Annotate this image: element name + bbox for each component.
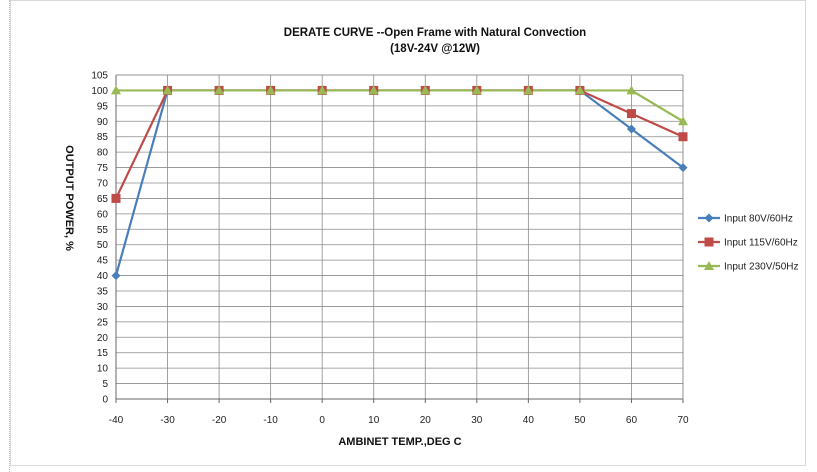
series-2-point xyxy=(523,85,534,95)
y-tick-label: 10 xyxy=(97,364,109,375)
y-tick-label: 100 xyxy=(91,86,108,97)
series-2-point xyxy=(317,85,328,95)
chart-area xyxy=(10,0,806,466)
y-axis-title: OUTPUT POWER, % xyxy=(63,145,75,251)
x-tick-label: 10 xyxy=(368,415,380,426)
y-tick-label: 25 xyxy=(97,317,109,328)
x-tick-label: 50 xyxy=(574,415,586,426)
series-0-point xyxy=(678,163,688,173)
axis-layer: 0 5 10 15 20 25 30 35 40 45 50 55 60 65 70 75 80 85 90 95 10… xyxy=(91,71,689,427)
legend-swatch-marker xyxy=(704,213,714,223)
page-margin-line xyxy=(0,0,10,472)
y-tick-label: 0 xyxy=(102,395,108,406)
legend-label: Input 115V/60Hz xyxy=(724,238,798,249)
series-2-point xyxy=(214,85,225,95)
y-tick-label: 60 xyxy=(97,209,109,220)
series-2-point xyxy=(368,85,379,95)
y-tick-label: 5 xyxy=(102,379,108,390)
y-tick-label: 55 xyxy=(97,225,109,236)
x-tick-label: 60 xyxy=(626,415,638,426)
grid-layer xyxy=(115,74,684,400)
series-1-point xyxy=(111,193,121,203)
y-tick-label: 90 xyxy=(97,117,109,128)
y-tick-label: 50 xyxy=(97,240,109,251)
y-tick-label: 85 xyxy=(97,132,109,143)
y-tick-label: 45 xyxy=(97,256,109,267)
series-line-1 xyxy=(115,89,684,199)
chart-subtitle: (18V-24V @12W) xyxy=(390,43,480,55)
y-tick-label: 40 xyxy=(97,271,109,282)
y-tick-label: 70 xyxy=(97,179,109,190)
x-tick-label: -20 xyxy=(212,415,227,426)
series-2-point xyxy=(678,116,688,126)
x-tick-label: -10 xyxy=(263,415,278,426)
chart-title: DERATE CURVE --Open Frame with Natural C… xyxy=(283,27,587,39)
series-2-point xyxy=(626,85,637,95)
x-tick-label: 0 xyxy=(319,415,325,426)
series-2-point xyxy=(111,85,121,95)
series-2-point xyxy=(471,85,482,95)
series-line-2 xyxy=(116,89,684,123)
series-2-point xyxy=(574,85,585,95)
y-tick-label: 30 xyxy=(97,302,109,313)
series-0-point xyxy=(626,124,636,134)
y-tick-label: 75 xyxy=(97,163,109,174)
legend-swatch-marker xyxy=(704,261,714,270)
series-layer xyxy=(111,85,688,281)
legend-label: Input 80V/60Hz xyxy=(724,214,793,225)
legend-swatch-marker xyxy=(704,237,714,247)
y-tick-label: 95 xyxy=(97,101,109,112)
series-1-point xyxy=(626,109,636,119)
x-tick-label: -40 xyxy=(109,415,124,426)
x-tick-label: 30 xyxy=(471,415,483,426)
series-1-point xyxy=(678,132,688,142)
legend-layer: Input 80V/60Hz Input 115V/60Hz Input 230V/… xyxy=(698,213,799,273)
y-tick-label: 20 xyxy=(97,333,109,344)
x-tick-label: 40 xyxy=(523,415,535,426)
legend-label: Input 230V/50Hz xyxy=(724,262,799,273)
series-2-point xyxy=(420,85,431,95)
y-tick-label: 80 xyxy=(97,148,109,159)
x-tick-label: 70 xyxy=(677,415,689,426)
y-tick-label: 35 xyxy=(97,287,109,298)
series-2-point xyxy=(162,85,173,95)
x-axis-title: AMBINET TEMP.,DEG C xyxy=(338,436,461,448)
y-tick-label: 65 xyxy=(97,194,109,205)
series-2-point xyxy=(265,85,276,95)
x-tick-label: -30 xyxy=(160,415,175,426)
y-tick-label: 15 xyxy=(97,348,109,359)
y-tick-label: 105 xyxy=(91,71,108,82)
x-tick-label: 20 xyxy=(420,415,432,426)
series-0-point xyxy=(111,271,121,281)
